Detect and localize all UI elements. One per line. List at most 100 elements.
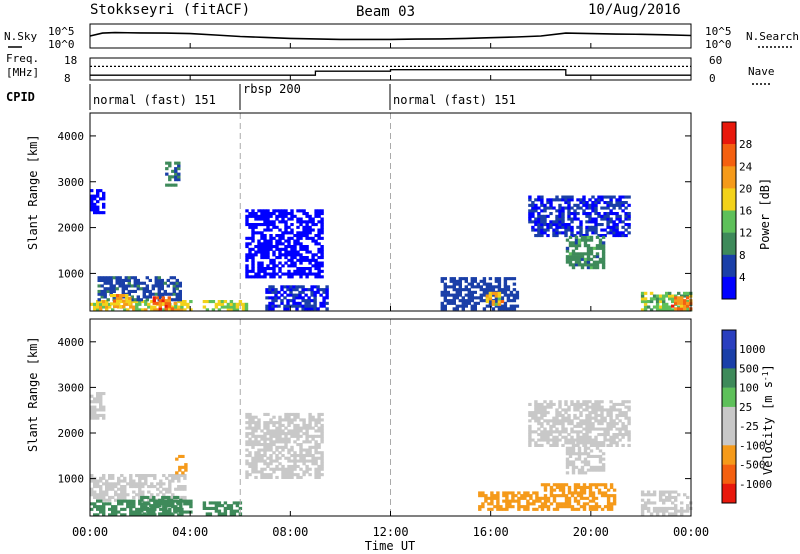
heatmap-cell bbox=[680, 304, 684, 308]
heatmap-cell bbox=[594, 438, 598, 442]
heatmap-cell bbox=[96, 493, 100, 497]
heatmap-cell bbox=[308, 269, 312, 273]
heatmap-cell bbox=[90, 474, 94, 478]
heatmap-cell bbox=[145, 289, 149, 293]
heatmap-cell bbox=[567, 217, 571, 221]
heatmap-cell bbox=[217, 300, 222, 304]
heatmap-cell bbox=[603, 408, 607, 412]
heatmap-cell bbox=[296, 443, 300, 447]
heatmap-cell bbox=[646, 493, 651, 497]
heatmap-cell bbox=[284, 415, 288, 419]
heatmap-cell bbox=[260, 275, 264, 279]
heatmap-cell bbox=[671, 294, 675, 298]
heatmap-cell bbox=[487, 502, 491, 506]
heatmap-cell bbox=[311, 459, 315, 463]
heatmap-cell bbox=[528, 424, 532, 428]
heatmap-cell bbox=[314, 264, 318, 268]
heatmap-cell bbox=[157, 276, 161, 280]
heatmap-cell bbox=[686, 291, 690, 295]
heatmap-cell bbox=[292, 296, 296, 300]
heatmap-cell bbox=[120, 499, 124, 503]
heatmap-cell bbox=[105, 487, 109, 491]
heatmap-cell bbox=[592, 441, 597, 445]
heatmap-cell bbox=[594, 228, 598, 232]
heatmap-cell bbox=[183, 499, 187, 503]
heatmap-cell bbox=[609, 198, 613, 202]
heatmap-cell bbox=[452, 301, 456, 305]
heatmap-cell bbox=[549, 485, 554, 489]
heatmap-cell bbox=[592, 263, 597, 267]
heatmap-cell bbox=[567, 228, 571, 232]
heatmap-cell bbox=[568, 260, 573, 264]
heatmap-cell bbox=[606, 201, 610, 205]
heatmap-cell bbox=[305, 467, 309, 471]
heatmap-cell bbox=[443, 277, 447, 281]
heatmap-cell bbox=[146, 495, 150, 499]
heatmap-cell bbox=[157, 289, 161, 293]
heatmap-cell bbox=[113, 299, 117, 303]
heatmap-cell bbox=[115, 276, 119, 280]
heatmap-cell bbox=[549, 494, 554, 498]
heatmap-cell bbox=[618, 231, 622, 235]
heatmap-cell bbox=[546, 433, 550, 437]
velocity-y-axis-title: Slant Range [km] bbox=[26, 336, 40, 452]
heatmap-cell bbox=[299, 234, 303, 238]
heatmap-cell bbox=[248, 412, 252, 416]
heatmap-cell bbox=[311, 418, 315, 422]
heatmap-cell bbox=[268, 304, 272, 308]
heatmap-cell bbox=[568, 235, 573, 239]
heatmap-cell bbox=[511, 499, 515, 503]
heatmap-cell bbox=[579, 206, 583, 210]
heatmap-cell bbox=[565, 449, 570, 453]
heatmap-cell bbox=[586, 460, 591, 464]
heatmap-cell bbox=[290, 454, 294, 458]
heatmap-cell bbox=[490, 507, 494, 511]
heatmap-cell bbox=[132, 499, 136, 503]
heatmap-cell bbox=[591, 402, 595, 406]
heatmap-cell bbox=[129, 305, 133, 309]
heatmap-cell bbox=[600, 214, 604, 218]
heatmap-cell bbox=[570, 231, 574, 235]
heatmap-cell bbox=[229, 512, 234, 516]
heatmap-cell bbox=[274, 290, 278, 294]
heatmap-cell bbox=[257, 250, 261, 254]
heatmap-cell bbox=[618, 411, 622, 415]
heatmap-cell bbox=[555, 225, 559, 229]
heatmap-cell bbox=[293, 412, 297, 416]
heatmap-cell bbox=[189, 308, 193, 312]
heatmap-cell bbox=[168, 161, 172, 165]
heatmap-cell bbox=[244, 305, 249, 309]
heatmap-cell bbox=[146, 506, 150, 510]
heatmap-cell bbox=[102, 495, 106, 499]
heatmap-cell bbox=[665, 294, 669, 298]
heatmap-cell bbox=[217, 509, 222, 513]
heatmap-cell bbox=[116, 302, 120, 306]
colorbar-tick-label: 16 bbox=[739, 205, 752, 218]
heatmap-cell bbox=[528, 435, 532, 439]
heatmap-cell bbox=[583, 260, 588, 264]
heatmap-cell bbox=[178, 281, 182, 285]
heatmap-cell bbox=[293, 459, 297, 463]
heatmap-cell bbox=[302, 470, 306, 474]
heatmap-cell bbox=[585, 203, 589, 207]
heatmap-cell bbox=[567, 488, 572, 492]
heatmap-cell bbox=[615, 198, 619, 202]
heatmap-cell bbox=[257, 264, 261, 268]
heatmap-cell bbox=[567, 214, 571, 218]
heatmap-cell bbox=[580, 468, 585, 472]
heatmap-cell bbox=[284, 412, 288, 416]
heatmap-cell bbox=[117, 495, 121, 499]
heatmap-cell bbox=[235, 308, 240, 312]
heatmap-cell bbox=[609, 225, 613, 229]
heatmap-cell bbox=[272, 245, 276, 249]
heatmap-cell bbox=[254, 423, 258, 427]
heatmap-cell bbox=[598, 457, 603, 461]
heatmap-cell bbox=[305, 225, 309, 229]
heatmap-cell bbox=[147, 302, 151, 306]
colorbar-segment bbox=[722, 368, 736, 388]
heatmap-cell bbox=[576, 198, 580, 202]
heatmap-cell bbox=[580, 257, 585, 261]
heatmap-cell bbox=[120, 502, 124, 506]
heatmap-cell bbox=[293, 473, 297, 477]
heatmap-cell bbox=[272, 275, 276, 279]
